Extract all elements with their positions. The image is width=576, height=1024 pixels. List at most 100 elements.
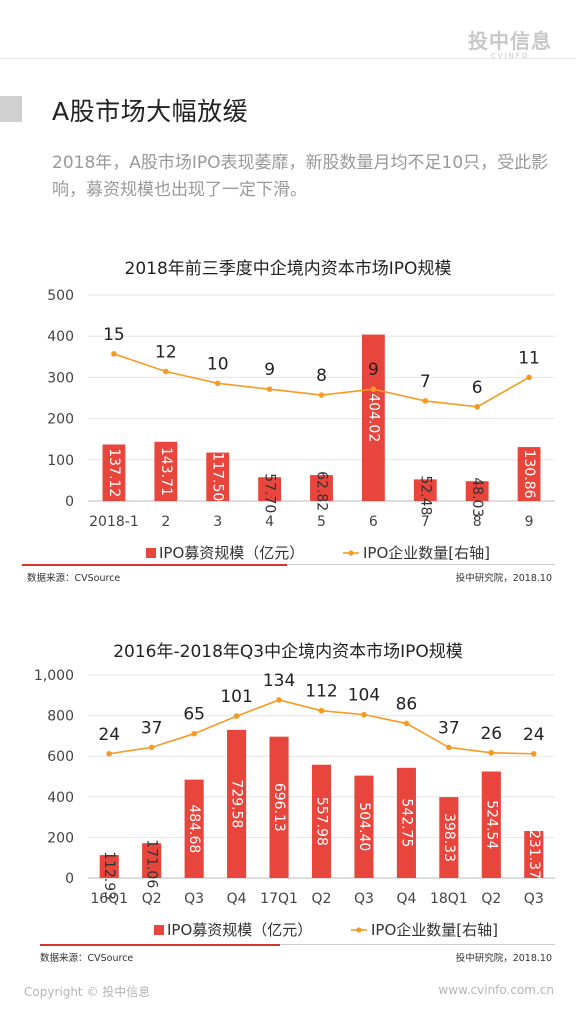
y-tick-label: 400 — [47, 790, 74, 806]
legend-line-label: IPO企业数量[右轴] — [371, 921, 498, 939]
chart1-grey-rule — [287, 564, 555, 565]
bar-value-label: 484.68 — [186, 804, 202, 853]
x-tick-label: 18Q1 — [430, 891, 468, 907]
line-value-label: 101 — [220, 687, 252, 707]
x-tick-label: 6 — [369, 514, 378, 530]
section-title: A股市场大幅放缓 — [52, 97, 249, 126]
line-point — [370, 386, 377, 392]
bar — [311, 764, 332, 878]
legend-line-label: IPO企业数量[右轴] — [363, 544, 490, 562]
bar-value-label: 117.50 — [210, 452, 226, 501]
y-tick-label: 500 — [47, 288, 74, 304]
x-tick-label: 9 — [525, 514, 534, 530]
bar — [465, 481, 489, 501]
chart1-source: 数据来源：CVSource — [27, 573, 121, 584]
line-value-label: 24 — [98, 725, 120, 745]
bar-value-label: 524.54 — [483, 800, 499, 849]
line-point — [111, 351, 117, 357]
section-accent-block — [0, 96, 22, 122]
line-point — [488, 749, 495, 756]
line-value-label: 65 — [183, 705, 205, 725]
line-point — [403, 720, 410, 727]
bar — [206, 452, 230, 501]
bar — [154, 441, 178, 501]
x-tick-label: 2 — [161, 514, 170, 530]
chart1-org: 投中研究院，2018.10 — [455, 573, 552, 584]
y-tick-label: 300 — [47, 370, 74, 386]
bar-value-label: 542.75 — [398, 798, 414, 847]
line-point — [233, 713, 240, 719]
line-value-label: 7 — [420, 372, 431, 392]
bar — [396, 767, 416, 878]
line-value-label: 9 — [368, 360, 379, 380]
bar — [184, 779, 204, 878]
line-point — [526, 374, 532, 381]
y-tick-label: 0 — [65, 871, 74, 887]
bar-value-label: 62.82 — [314, 471, 330, 511]
line-point — [148, 744, 155, 751]
bar — [227, 729, 247, 878]
y-tick-label: 200 — [47, 830, 74, 846]
line-point — [214, 380, 221, 387]
bar — [310, 475, 333, 501]
bar — [102, 444, 126, 501]
chart1-title: 2018年前三季度中企境内资本市场IPO规模 — [124, 259, 452, 279]
bar-value-label: 696.13 — [271, 783, 287, 832]
bar-value-label: 557.98 — [314, 797, 330, 846]
x-tick-label: Q4 — [396, 891, 416, 907]
bar — [481, 771, 501, 878]
x-tick-label: 16Q1 — [90, 891, 128, 907]
x-tick-label: 4 — [265, 514, 274, 530]
legend-bar-label: IPO募资规模（亿元） — [167, 921, 312, 939]
y-tick-label: 800 — [47, 709, 74, 725]
x-tick-label: Q4 — [227, 891, 247, 907]
bar-value-label: 231.37 — [526, 830, 542, 879]
line-value-label: 12 — [155, 343, 177, 363]
footer-copyright: Copyright © 投中信息 — [24, 985, 151, 999]
line-value-label: 9 — [264, 360, 275, 380]
line-value-label: 15 — [103, 325, 125, 345]
chart2-source: 数据来源：CVSource — [40, 953, 134, 964]
chart1-red-rule — [22, 564, 287, 566]
line-value-label: 10 — [207, 354, 229, 374]
intro-paragraph: 2018年，A股市场IPO表现萎靡，新股数量月均不足10只，受此影响，募资规模也… — [52, 153, 549, 200]
bar — [269, 736, 289, 878]
x-tick-label: 5 — [317, 514, 326, 530]
bar — [524, 831, 544, 878]
bar — [258, 477, 282, 501]
line-value-label: 37 — [141, 718, 163, 738]
line-point — [191, 730, 197, 737]
bar-value-label: 729.58 — [229, 779, 245, 828]
bar — [361, 334, 385, 501]
bar-value-label: 504.40 — [356, 802, 372, 851]
chart2-grey-rule — [280, 944, 555, 945]
bar-value-label: 130.86 — [521, 450, 537, 499]
bar-value-label: 404.02 — [365, 393, 381, 442]
bar — [142, 843, 162, 878]
bar — [439, 797, 459, 878]
line-value-label: 112 — [305, 682, 337, 702]
bar-value-label: 112.93 — [101, 851, 117, 900]
line-point — [276, 697, 282, 703]
line-value-label: 11 — [518, 348, 540, 368]
footer-url[interactable]: www.cvinfo.com.cn — [438, 983, 554, 997]
line-value-label: 26 — [480, 724, 502, 744]
legend-bar-label: IPO募资规模（亿元） — [159, 544, 304, 562]
brand-logo: 投中信息 CVINFO — [468, 30, 552, 60]
x-tick-label: Q3 — [184, 891, 204, 907]
y-tick-label: 100 — [47, 453, 74, 469]
legend-bar-swatch — [146, 548, 156, 558]
line-value-label: 8 — [316, 366, 327, 386]
line-point — [318, 392, 325, 398]
x-tick-label: 3 — [213, 514, 222, 530]
line-value-label: 86 — [396, 694, 418, 714]
brand-name: 投中信息 — [468, 29, 552, 53]
y-tick-label: 400 — [47, 329, 74, 345]
line-point — [106, 750, 113, 757]
line-point — [474, 404, 480, 410]
line-value-label: 24 — [523, 725, 545, 745]
x-tick-label: 8 — [473, 514, 482, 530]
header-divider — [0, 58, 576, 59]
line-point — [163, 368, 169, 375]
